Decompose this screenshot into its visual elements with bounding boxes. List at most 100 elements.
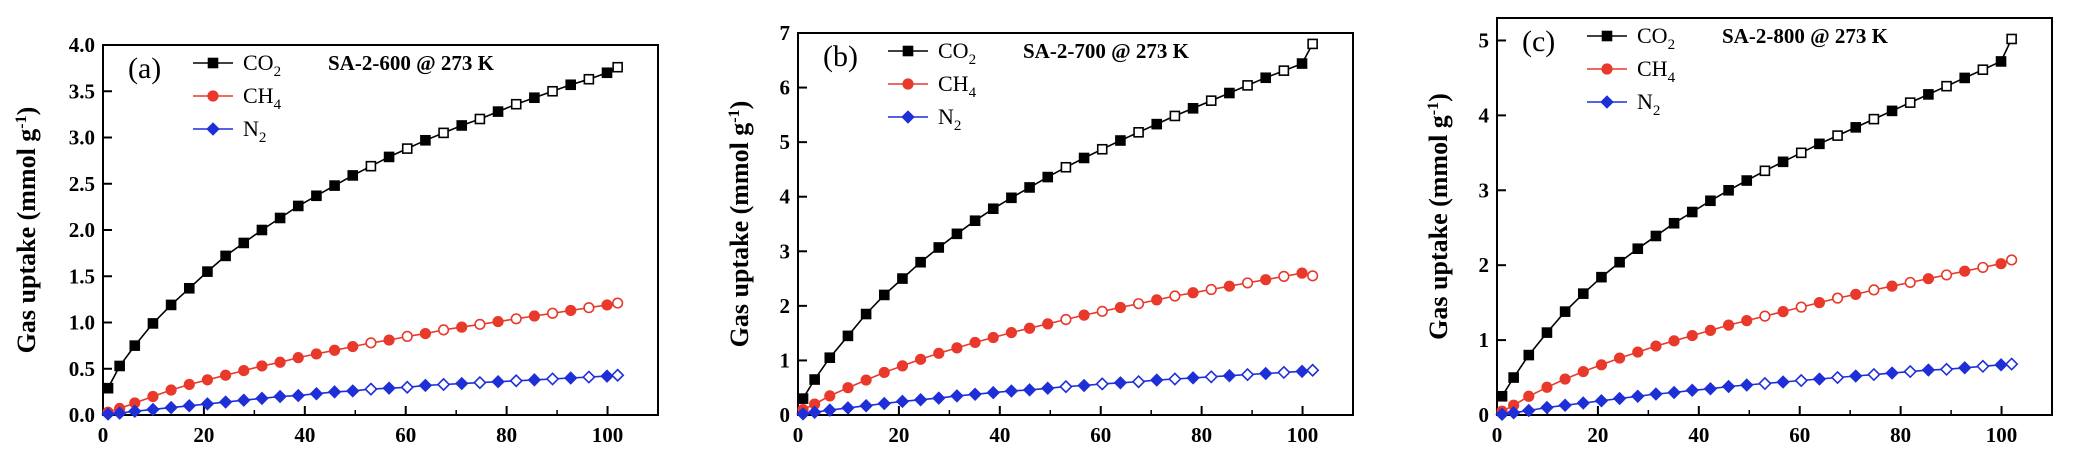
data-point	[1667, 385, 1681, 400]
data-point	[1995, 56, 2007, 67]
y-tick-label: 2	[780, 294, 791, 318]
data-point	[129, 340, 141, 351]
data-point	[807, 405, 822, 420]
data-point	[1723, 184, 1734, 196]
data-point	[583, 73, 595, 85]
data-point	[1777, 156, 1789, 168]
data-point	[565, 304, 577, 317]
data-point	[1223, 280, 1235, 292]
data-point	[859, 398, 873, 413]
data-point	[1224, 87, 1235, 99]
data-point	[1703, 382, 1718, 396]
data-point	[1006, 192, 1017, 204]
data-point	[146, 402, 160, 417]
data-point	[382, 381, 396, 395]
legend-item-n2: N2	[888, 104, 961, 134]
data-point	[1307, 270, 1319, 282]
data-point	[1596, 271, 1607, 283]
legend-label: CO2	[1637, 23, 1675, 53]
series-co2	[797, 38, 1318, 404]
data-point	[1132, 298, 1145, 310]
plot-frame	[797, 32, 1354, 416]
data-point	[1704, 324, 1717, 336]
series-n2	[101, 368, 625, 421]
data-point	[438, 127, 449, 139]
data-point	[1078, 309, 1090, 321]
data-point	[1812, 372, 1827, 386]
legend-item-n2: N2	[193, 116, 266, 146]
data-point	[1523, 390, 1535, 402]
y-tick-label: 3.0	[69, 126, 95, 150]
legend-label: N2	[243, 116, 266, 146]
data-point	[365, 337, 377, 349]
data-point	[1495, 407, 1509, 421]
legend-item-ch4: CH4	[193, 83, 282, 113]
data-point	[1168, 372, 1182, 386]
y-tick-label: 3.5	[69, 79, 95, 103]
data-point	[1260, 274, 1272, 286]
series-ch4	[797, 267, 1319, 416]
data-point	[200, 397, 215, 411]
legend-marker	[1601, 30, 1613, 42]
data-point	[1133, 127, 1144, 138]
data-point	[1540, 400, 1554, 415]
legend-item-n2: N2	[1587, 89, 1660, 119]
data-point	[327, 385, 342, 399]
data-point	[1904, 97, 1916, 108]
data-point	[913, 392, 928, 407]
data-point	[860, 374, 872, 386]
data-point	[147, 390, 159, 403]
series-ch4	[102, 297, 624, 418]
plot-frame	[102, 44, 659, 416]
data-point	[1508, 372, 1519, 383]
chart-panel-b: 0 20 40 60 80 100 0 1 2 3 4 5 6 7 Gas uptake (mmol g-1…	[725, 21, 1354, 447]
data-point	[455, 376, 469, 391]
chart-panel-c: 0 20 40 60 80 100 0 1 2 3 4 5 Gas uptake (mmol g-1) (…	[1424, 17, 2053, 447]
data-point	[1977, 261, 1989, 274]
data-point	[809, 374, 820, 385]
data-point	[1814, 138, 1825, 150]
data-point	[2006, 254, 2018, 266]
x-tick-label: 80	[1191, 423, 1212, 447]
data-point	[842, 382, 854, 394]
data-point	[255, 391, 269, 406]
data-point	[1096, 305, 1108, 317]
data-point	[165, 299, 177, 311]
data-point	[1187, 103, 1199, 114]
data-point	[1169, 110, 1181, 122]
x-tick-label: 100	[1287, 423, 1319, 447]
series-ch4	[1496, 254, 2018, 417]
data-point	[510, 313, 522, 325]
data-point	[950, 389, 964, 403]
data-point	[1650, 340, 1662, 352]
data-point	[418, 378, 433, 393]
y-tick-label: 0.5	[69, 357, 95, 381]
data-point	[601, 299, 613, 311]
y-tick-label: 4.0	[69, 33, 95, 57]
y-tick-label: 0	[780, 403, 791, 427]
data-point	[1686, 330, 1698, 342]
data-point	[437, 324, 450, 336]
data-point	[1169, 290, 1181, 302]
x-tick-label: 20	[888, 423, 909, 447]
data-point	[1759, 310, 1771, 322]
series-line	[802, 369, 1313, 415]
y-tick-label: 6	[780, 76, 791, 100]
data-point	[1886, 280, 1898, 292]
data-point	[878, 366, 890, 379]
data-point	[456, 321, 468, 333]
legend-item-co2: CO2	[1587, 23, 1675, 53]
legend-label: N2	[938, 104, 961, 134]
data-point	[1832, 130, 1843, 141]
data-point	[1758, 376, 1772, 391]
data-point	[1258, 366, 1273, 381]
legend-marker	[206, 122, 220, 136]
data-point	[1260, 72, 1272, 84]
data-point	[1631, 389, 1645, 404]
data-point	[456, 120, 468, 131]
data-point	[1222, 368, 1237, 383]
y-axis-label: Gas uptake (mmol g-1)	[725, 101, 754, 348]
y-tick-label: 1.0	[69, 311, 95, 335]
y-tick-label: 7	[780, 21, 791, 45]
data-point	[1721, 379, 1736, 394]
